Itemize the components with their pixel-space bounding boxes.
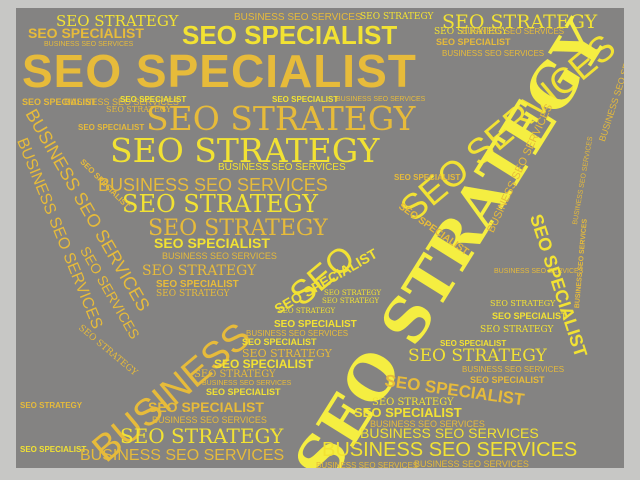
word-cloud-canvas: SEO STRATEGY BUSINESS SEO SERVICES SEO S…	[16, 8, 624, 468]
word-seo-strategy: SEO STRATEGY	[324, 289, 382, 297]
word-seo-specialist: SEO SPECIALIST	[354, 405, 462, 420]
word-business-seo-services: BUSINESS SEO SERVICES	[152, 415, 267, 425]
word-business-seo-services: BUSINESS SEO SERVICES	[162, 251, 277, 261]
word-seo-specialist: SEO SPECIALIST	[22, 97, 97, 107]
word-business-seo-services: BUSINESS SEO SERVICES	[322, 439, 578, 461]
word-seo-strategy: SEO STRATEGY	[408, 346, 547, 366]
word-seo-specialist: SEO SPECIALIST	[492, 311, 567, 321]
word-seo-specialist: SEO SPECIALIST	[470, 375, 545, 385]
word-seo-strategy: SEO STRATEGY	[194, 369, 276, 380]
word-seo-specialist: SEO SPECIALIST	[440, 339, 507, 348]
word-seo-strategy: SEO STRATEGY	[242, 347, 332, 360]
word-seo-strategy: SEO STRATEGY	[360, 12, 434, 22]
word-seo-specialist: SEO SPECIALIST	[274, 319, 357, 330]
word-business-seo-services-rotated: BUSINESS SEO SERVICES	[572, 135, 595, 226]
word-seo-strategy: SEO STRATEGY	[142, 263, 257, 279]
word-seo-strategy: SEO STRATEGY	[20, 401, 83, 410]
word-seo-specialist: SEO SPECIALIST	[20, 445, 87, 454]
word-business-seo-services-rotated: BUSINESS SEO SERVICES	[574, 218, 589, 309]
word-seo-specialist: SEO SPECIALIST	[436, 37, 511, 47]
word-seo-strategy: SEO STRATEGY	[148, 216, 328, 241]
word-business-seo-services: BUSINESS SEO SERVICES	[80, 447, 285, 464]
word-business-seo-services: BUSINESS SEO SERVICES	[218, 162, 346, 173]
word-seo-strategy: SEO STRATEGY	[156, 289, 230, 299]
word-seo-strategy: SEO STRATEGY	[278, 307, 336, 315]
word-seo-specialist: SEO SPECIALIST	[28, 25, 144, 41]
word-business-seo-services: BUSINESS SEO SERVICES	[246, 329, 349, 338]
word-seo-strategy: SEO STRATEGY	[122, 190, 318, 218]
word-seo-strategy: SEO STRATEGY	[434, 27, 508, 37]
word-seo-strategy: SEO STRATEGY	[442, 11, 598, 33]
word-business-seo-services: BUSINESS SEO SERVICES	[442, 49, 545, 58]
word-seo-specialist-large: SEO SPECIALIST	[22, 45, 417, 97]
word-seo-strategy: SEO STRATEGY	[56, 12, 179, 30]
word-seo-specialist: SEO SPECIALIST	[206, 387, 281, 397]
word-seo-strategy: SEO STRATEGY	[480, 325, 554, 335]
word-business-seo-services: BUSINESS SEO SERVICES	[98, 175, 328, 195]
word-seo-specialist: SEO SPECIALIST	[272, 95, 339, 104]
word-business-seo-services: BUSINESS SEO SERVICES	[462, 27, 565, 36]
word-business-seo-services: BUSINESS SEO SERVICES	[44, 41, 134, 48]
word-seo-specialist: SEO SPECIALIST	[154, 235, 270, 251]
word-seo-strategy-large: SEO STRATEGY	[146, 99, 416, 138]
word-seo-strategy: SEO STRATEGY	[322, 297, 380, 305]
word-seo-strategy: SEO STRATEGY	[106, 105, 172, 114]
word-seo-specialist: SEO SPECIALIST	[394, 173, 461, 182]
word-business-seo-services: BUSINESS SEO SERVICES	[202, 380, 292, 387]
word-seo-specialist: SEO SPECIALIST	[156, 279, 239, 290]
word-business-seo-services: BUSINESS SEO SERVICES	[316, 461, 419, 469]
word-seo-specialist: SEO SPECIALIST	[120, 95, 187, 104]
word-business-seo-services: BUSINESS SEO SERVICES	[64, 97, 179, 107]
word-business-seo-services: BUSINESS SEO SERVICES	[360, 425, 539, 441]
word-business-seo-services: BUSINESS SEO SERVICES	[414, 459, 529, 469]
word-business-seo-services: BUSINESS SEO SERVICES	[234, 12, 362, 23]
word-business-seo-services: BUSINESS SEO SERVICES	[336, 96, 426, 103]
word-business-seo-services: BUSINESS SEO SERVICES	[494, 268, 584, 275]
word-seo-specialist: SEO SPECIALIST	[214, 357, 314, 371]
word-seo-strategy: SEO STRATEGY	[372, 397, 454, 408]
word-seo-specialist: SEO SPECIALIST	[242, 337, 317, 347]
word-business-seo-services: BUSINESS SEO SERVICES	[462, 365, 565, 374]
word-seo-strategy-large: SEO STRATEGY	[110, 131, 380, 170]
word-seo-specialist: SEO SPECIALIST	[78, 123, 145, 132]
word-seo-specialist: SEO SPECIALIST	[148, 399, 264, 415]
word-seo-strategy: SEO STRATEGY	[120, 424, 284, 448]
word-seo-specialist: SEO SPECIALIST	[182, 20, 398, 50]
word-seo-strategy: SEO STRATEGY	[490, 299, 556, 308]
word-business-seo-services: BUSINESS SEO SERVICES	[370, 419, 485, 429]
